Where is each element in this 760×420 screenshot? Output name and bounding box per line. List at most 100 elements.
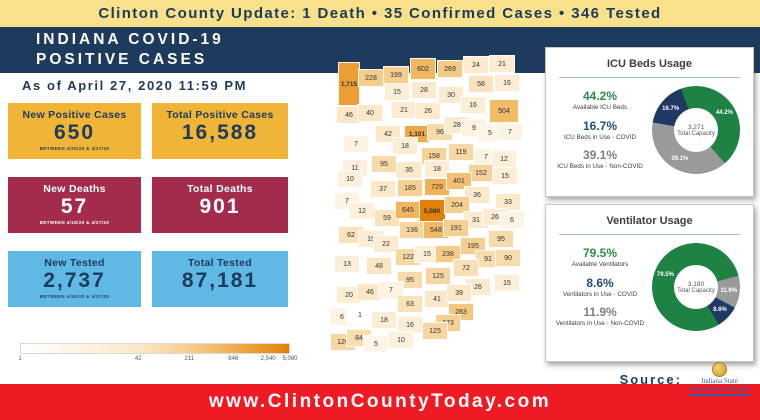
slice-label: 79.5% xyxy=(656,271,674,278)
county-tile[interactable]: 191 xyxy=(443,219,469,237)
indiana-county-map: 1,715 228 199 602 269 24 21 15 28 30 58 16 46 40 21 26 1… xyxy=(329,54,542,354)
source-row: Source: Indiana State Department of Heal… xyxy=(620,362,750,396)
stat-percent: 8.6% xyxy=(586,275,614,290)
county-tile[interactable]: 269 xyxy=(437,60,463,78)
county-tile[interactable]: 72 xyxy=(453,259,479,277)
county-tile[interactable]: 185 xyxy=(397,179,423,197)
county-tile[interactable]: 22 xyxy=(373,235,399,253)
county-tile[interactable]: 15 xyxy=(494,274,520,292)
county-tile[interactable]: 36 xyxy=(464,186,490,204)
county-tile[interactable]: 15 xyxy=(492,167,518,185)
county-tile[interactable]: 10 xyxy=(337,170,363,188)
map-legend-ticks: 1 42 211 846 2,540 5,080 xyxy=(18,356,297,366)
county-tile[interactable]: 33 xyxy=(495,193,521,211)
stat-value: 57 xyxy=(60,195,89,218)
county-tile[interactable]: 125 xyxy=(422,322,448,340)
county-tile[interactable]: 41 xyxy=(424,290,450,308)
county-tile[interactable]: 548 xyxy=(423,221,449,239)
county-tile[interactable]: 15 xyxy=(414,245,440,263)
stat-box-new-positive-cases: New Positive Cases 650 BETWEEN 4/26/20 & 4… xyxy=(8,103,141,159)
stat-label: Total Tested xyxy=(188,257,252,269)
county-tile[interactable]: 95 xyxy=(371,155,397,173)
county-tile[interactable]: 12 xyxy=(491,150,517,168)
county-tile[interactable]: 12 xyxy=(349,202,375,220)
legend-tick: 5,080 xyxy=(282,356,298,362)
icu-stat-column: 44.2% Available ICU Beds 16.7% ICU Beds in … xyxy=(552,89,648,171)
stat-label: New Positive Cases xyxy=(22,109,127,121)
vent-card-title: Ventilator Usage xyxy=(606,215,693,227)
county-tile[interactable]: 7 xyxy=(343,135,369,153)
county-tile[interactable]: 1 xyxy=(347,306,373,324)
county-tile[interactable]: 18 xyxy=(392,137,418,155)
stat-percent: 11.9% xyxy=(583,305,617,320)
county-tile[interactable]: 16 xyxy=(460,96,486,114)
icu-card-divider xyxy=(559,77,740,78)
vent-card-body: 79.5% Available Ventilators 8.6% Ventilator… xyxy=(546,243,753,331)
county-tile[interactable]: 37 xyxy=(370,180,396,198)
legend-tick: 846 xyxy=(228,356,239,362)
county-tile[interactable]: 35 xyxy=(396,161,422,179)
stats-grid: New Positive Cases 650 BETWEEN 4/26/20 & 4… xyxy=(8,103,288,307)
isdh-seal-icon xyxy=(711,362,727,377)
county-tile[interactable]: 18 xyxy=(371,311,397,329)
vent-stat-column: 79.5% Available Ventilators 8.6% Ventilator… xyxy=(552,246,648,328)
county-tile[interactable]: 24 xyxy=(463,56,489,74)
county-tile[interactable]: 1,715 xyxy=(338,62,360,106)
county-tile[interactable]: 21 xyxy=(391,101,417,119)
county-tile[interactable]: 7 xyxy=(378,281,404,299)
stat-percent: 16.7% xyxy=(582,118,618,133)
stat-percent: 39.1% xyxy=(582,148,618,163)
county-tile[interactable]: 63 xyxy=(397,295,423,313)
icu-stat-available-icu-beds: 44.2% Available ICU Beds xyxy=(552,89,648,112)
page-title: INDIANA COVID-19 POSITIVE CASES xyxy=(36,30,224,69)
county-tile[interactable]: 5 xyxy=(363,335,389,353)
county-tile[interactable]: 238 xyxy=(435,245,461,263)
county-tile[interactable]: 28 xyxy=(411,81,437,99)
stat-label: ICU Beds in Use - Non-COVID xyxy=(557,163,643,171)
county-tile[interactable]: 136 xyxy=(399,221,425,239)
county-tile[interactable]: 401 xyxy=(446,172,472,190)
county-tile[interactable]: 7 xyxy=(497,123,523,141)
county-tile[interactable]: 26 xyxy=(415,102,441,120)
county-tile[interactable]: 95 xyxy=(488,230,514,248)
stat-label: Total Deaths xyxy=(187,183,253,195)
stat-percent: 79.5% xyxy=(582,246,618,261)
county-tile[interactable]: 48 xyxy=(366,257,392,275)
slice-label: 11.9% xyxy=(720,287,738,294)
vent-donut-wrap: 3,180 Total Capacity 79.5% 11.9% 8.6% xyxy=(652,243,740,331)
vent-stat-ventilators-in-use-non-covid: 11.9% Ventilators in Use - Non-COVID xyxy=(552,305,648,328)
county-tile[interactable]: 58 xyxy=(468,75,494,93)
county-tile[interactable]: 5,080 xyxy=(418,199,446,223)
stat-value: 87,181 xyxy=(181,269,259,292)
stat-label: New Deaths xyxy=(43,183,106,195)
county-tile[interactable]: 21 xyxy=(489,55,515,73)
county-tile[interactable]: 6 xyxy=(499,211,525,229)
county-tile[interactable]: 30 xyxy=(438,86,464,104)
website-link[interactable]: www.ClintonCountyToday.com xyxy=(208,391,552,412)
slice-label: 44.2% xyxy=(715,110,733,117)
county-tile[interactable]: 119 xyxy=(448,143,474,161)
county-tile[interactable]: 199 xyxy=(383,66,409,84)
county-tile[interactable]: 645 xyxy=(395,201,421,219)
stat-label: Ventilators in Use - COVID xyxy=(562,290,638,298)
isdh-org-line2: Department of Health xyxy=(688,384,750,393)
slice-label: 39.1% xyxy=(671,155,689,162)
county-tile[interactable]: 40 xyxy=(357,104,383,122)
county-tile[interactable]: 10 xyxy=(388,331,414,349)
county-tile[interactable]: 16 xyxy=(494,74,520,92)
county-tile[interactable]: 228 xyxy=(358,69,384,87)
county-tile[interactable]: 39 xyxy=(446,284,472,302)
vent-total-capacity-label: Total Capacity xyxy=(677,287,715,294)
county-tile[interactable]: 90 xyxy=(495,249,521,267)
county-tile[interactable]: 13 xyxy=(334,255,360,273)
county-tile[interactable]: 504 xyxy=(489,99,519,123)
county-tile[interactable]: 18 xyxy=(424,160,450,178)
county-tile[interactable]: 204 xyxy=(444,196,470,214)
stat-value: 2,737 xyxy=(43,269,106,292)
county-tile[interactable]: 602 xyxy=(410,58,436,80)
stat-box-total-tested: Total Tested 87,181 xyxy=(152,251,288,307)
county-tile[interactable]: 125 xyxy=(425,267,451,285)
icu-total-capacity-value: 3,271 xyxy=(687,123,705,131)
county-tile[interactable]: 15 xyxy=(384,83,410,101)
icu-donut-center: 3,271 Total Capacity xyxy=(674,108,718,152)
